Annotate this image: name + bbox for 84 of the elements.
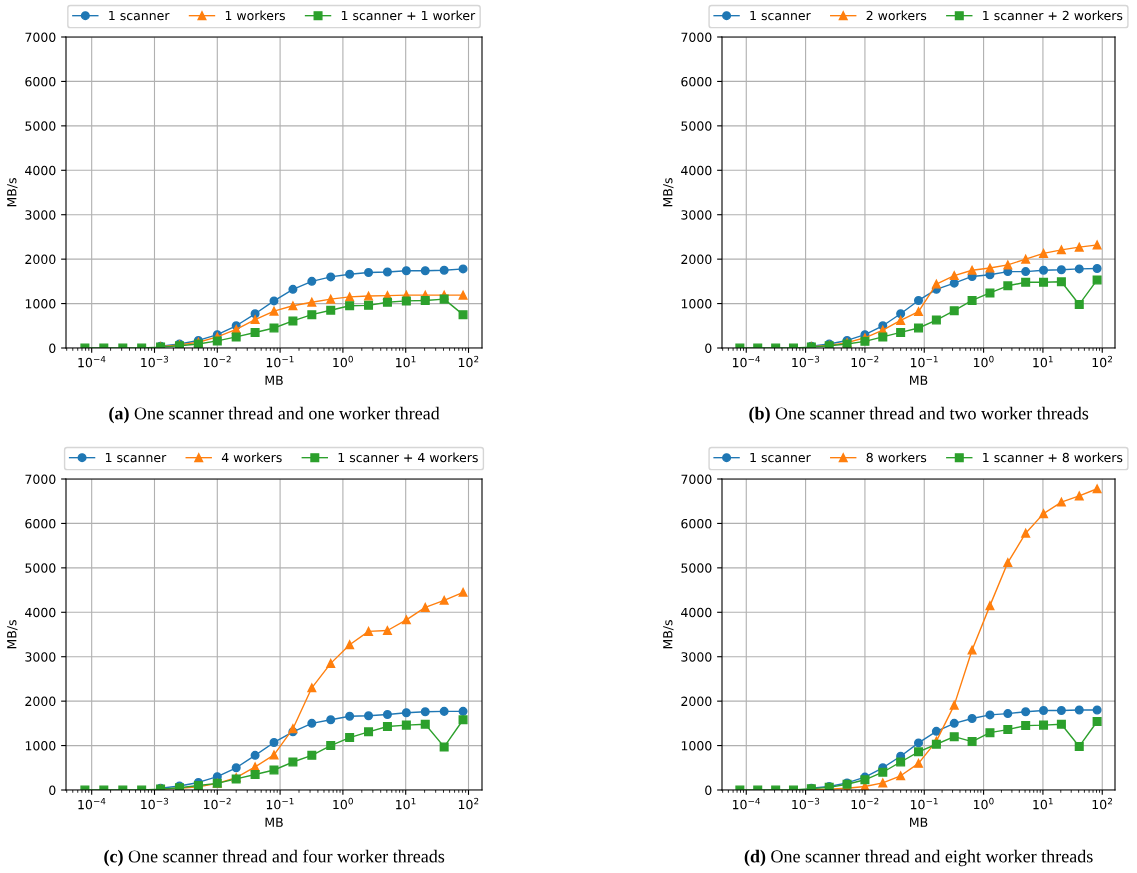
x-tick-label: 10$^{2}$ bbox=[1092, 797, 1112, 810]
y-tick-label: 2000 bbox=[25, 696, 56, 707]
x-tick-label: 10$^{1}$ bbox=[1033, 355, 1053, 368]
y-tick-label: 2000 bbox=[681, 254, 712, 265]
y-tick-label: 6000 bbox=[681, 76, 712, 87]
y-tick-label: 4000 bbox=[681, 607, 712, 618]
y-tick-label: 0 bbox=[49, 785, 56, 795]
y-tick-label: 2000 bbox=[681, 696, 712, 707]
y-tick-label: 4000 bbox=[681, 165, 712, 176]
y-tick-label: 6000 bbox=[681, 518, 712, 529]
x-tick-label: 10$^{−4}$ bbox=[78, 355, 106, 368]
x-tick-label: 10$^{−2}$ bbox=[203, 797, 231, 810]
x-tick-label: 10$^{−3}$ bbox=[792, 797, 820, 810]
y-tick-label: 7000 bbox=[25, 474, 56, 484]
legend-label: 8 workers bbox=[866, 452, 927, 463]
x-axis-title: MB bbox=[910, 375, 928, 385]
y-tick-label: 0 bbox=[705, 343, 712, 353]
x-tick-label: 10$^{−1}$ bbox=[266, 797, 294, 810]
x-tick-label: 10$^{1}$ bbox=[1033, 797, 1053, 810]
x-tick-label: 10$^{−2}$ bbox=[851, 355, 879, 368]
y-tick-label: 1000 bbox=[25, 299, 56, 309]
y-tick-label: 3000 bbox=[25, 210, 56, 220]
x-tick-label: 10$^{0}$ bbox=[973, 355, 994, 368]
legend-label: 1 scanner bbox=[109, 10, 170, 21]
y-tick-label: 5000 bbox=[681, 121, 712, 131]
legend-label: 1 scanner bbox=[750, 452, 811, 463]
y-tick-label: 1000 bbox=[681, 299, 712, 309]
y-tick-label: 4000 bbox=[25, 165, 56, 176]
x-tick-label: 10$^{−2}$ bbox=[203, 355, 231, 368]
y-tick-label: 3000 bbox=[25, 652, 56, 662]
x-tick-label: 10$^{−2}$ bbox=[851, 797, 879, 810]
x-tick-label: 10$^{2}$ bbox=[458, 797, 479, 810]
legend-label: 1 scanner + 8 workers bbox=[983, 452, 1123, 463]
x-tick-label: 10$^{−3}$ bbox=[141, 355, 169, 368]
y-tick-label: 1000 bbox=[25, 741, 56, 751]
y-tick-label: 6000 bbox=[25, 76, 56, 87]
legend-label: 1 workers bbox=[225, 10, 285, 21]
y-tick-label: 7000 bbox=[681, 474, 712, 484]
y-axis-title: MB/s bbox=[663, 178, 674, 207]
y-tick-label: 2000 bbox=[25, 254, 56, 265]
y-tick-label: 6000 bbox=[25, 518, 56, 529]
x-tick-label: 10$^{0}$ bbox=[973, 797, 994, 810]
x-tick-label: 10$^{1}$ bbox=[396, 797, 416, 810]
legend-label: 1 scanner + 1 worker bbox=[341, 10, 476, 21]
text: (b) One scanner thread and two worker threads bbox=[749, 406, 1089, 424]
x-tick-label: 10$^{−1}$ bbox=[910, 355, 938, 368]
x-tick-label: 10$^{−1}$ bbox=[910, 797, 938, 810]
y-axis-title: MB/s bbox=[663, 620, 674, 649]
x-tick-label: 10$^{0}$ bbox=[333, 355, 353, 368]
x-tick-label: 10$^{−4}$ bbox=[732, 797, 761, 810]
legend-label: 2 workers bbox=[866, 10, 927, 21]
x-axis-title: MB bbox=[265, 375, 283, 385]
y-axis-title: MB/s bbox=[7, 620, 18, 649]
legend-label: 1 scanner + 2 workers bbox=[983, 10, 1123, 21]
x-tick-label: 10$^{0}$ bbox=[333, 797, 353, 810]
y-tick-label: 7000 bbox=[25, 32, 56, 42]
x-axis-title: MB bbox=[265, 817, 283, 827]
y-tick-label: 5000 bbox=[25, 121, 56, 131]
x-tick-label: 10$^{2}$ bbox=[1092, 355, 1112, 368]
y-tick-label: 0 bbox=[705, 785, 712, 795]
y-tick-label: 5000 bbox=[681, 563, 712, 573]
y-tick-label: 1000 bbox=[681, 741, 712, 751]
legend-label: 4 workers bbox=[221, 452, 282, 463]
y-tick-label: 0 bbox=[49, 343, 56, 353]
y-axis-title: MB/s bbox=[7, 178, 18, 207]
x-tick-label: 10$^{2}$ bbox=[458, 355, 479, 368]
legend-label: 1 scanner + 4 workers bbox=[338, 452, 478, 463]
y-tick-label: 3000 bbox=[681, 652, 712, 662]
y-tick-label: 5000 bbox=[25, 563, 56, 573]
x-tick-label: 10$^{−1}$ bbox=[266, 355, 294, 368]
x-tick-label: 10$^{−3}$ bbox=[141, 797, 169, 810]
y-tick-label: 3000 bbox=[681, 210, 712, 220]
y-tick-label: 7000 bbox=[681, 32, 712, 42]
text: (c) One scanner thread and four worker threads bbox=[104, 849, 445, 867]
text: (d) One scanner thread and eight worker threads bbox=[744, 849, 1093, 867]
x-tick-label: 10$^{−4}$ bbox=[78, 797, 106, 810]
x-tick-label: 10$^{−3}$ bbox=[792, 355, 820, 368]
x-tick-label: 10$^{1}$ bbox=[396, 355, 416, 368]
x-tick-label: 10$^{−4}$ bbox=[732, 355, 761, 368]
y-tick-label: 4000 bbox=[25, 607, 56, 618]
x-axis-title: MB bbox=[910, 817, 928, 827]
legend-label: 1 scanner bbox=[750, 10, 811, 21]
legend-label: 1 scanner bbox=[105, 452, 167, 463]
text: (a) One scanner thread and one worker thread bbox=[109, 406, 440, 424]
